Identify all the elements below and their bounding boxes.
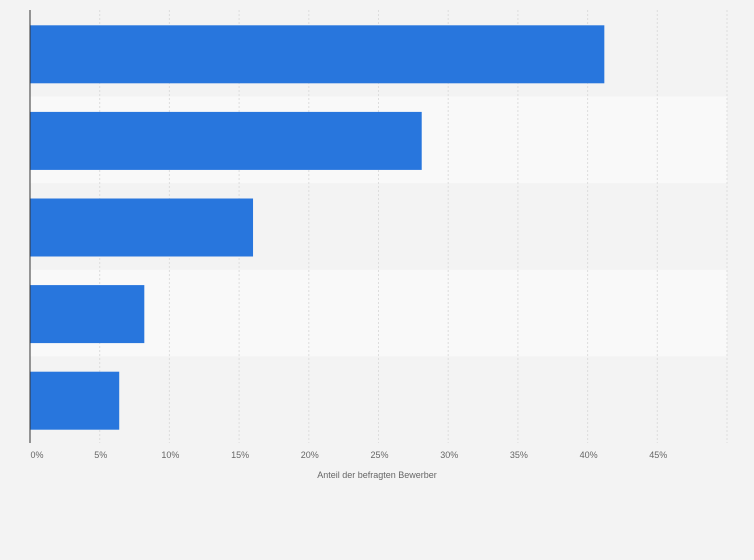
x-tick-label: 45% [649, 450, 667, 460]
bars [30, 25, 605, 430]
x-tick-label: 15% [231, 450, 249, 460]
x-axis-title: Anteil der befragten Bewerber [317, 470, 437, 480]
row-band [30, 269, 727, 357]
x-tick-label: 20% [301, 450, 319, 460]
bar [30, 25, 605, 84]
bar [30, 111, 422, 170]
x-tick-label: 25% [370, 450, 388, 460]
x-tick-labels: 0% 5% 10% 15% 20% 25% 30% 35% 40% 45% [30, 450, 667, 460]
x-tick-label: 10% [161, 450, 179, 460]
bar [30, 285, 145, 344]
x-tick-label: 40% [580, 450, 598, 460]
bar [30, 371, 120, 430]
x-tick-label: 5% [94, 450, 107, 460]
x-tick-label: 0% [30, 450, 43, 460]
x-tick-label: 30% [440, 450, 458, 460]
bar [30, 198, 254, 257]
x-tick-label: 35% [510, 450, 528, 460]
